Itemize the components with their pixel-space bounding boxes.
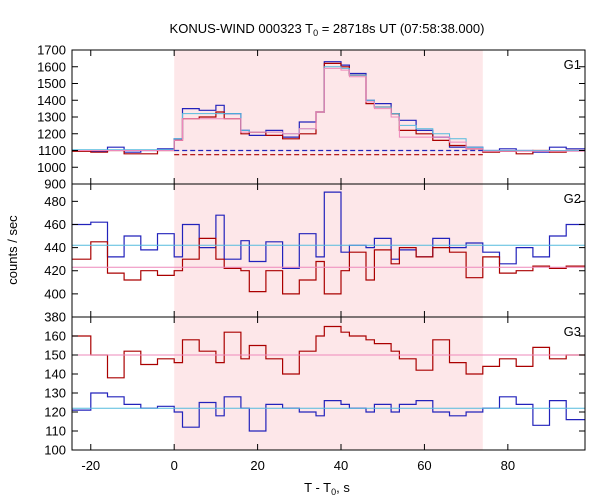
panel-g3-label: G3 — [564, 324, 581, 339]
panel-g3-frame — [71, 316, 586, 451]
x-axis-label: T - T0, s — [304, 480, 350, 497]
panel-g3-y-tick-label: 110 — [45, 424, 66, 439]
panel-g1-series-cyan — [72, 66, 585, 151]
plot-area: 90010001100120013001400150016001700G1380… — [37, 43, 586, 473]
x-tick-label: -20 — [81, 458, 100, 473]
panel-g2-series-red — [72, 237, 585, 295]
panel-g2-y-tick-label: 380 — [44, 310, 66, 325]
panel-g1-y-tick-label: 1100 — [38, 143, 66, 158]
y-axis-label: counts / sec — [5, 215, 20, 285]
panel-g1-y-tick-label: 1200 — [37, 126, 66, 141]
panel-g2-y-tick-label: 440 — [44, 240, 66, 255]
x-tick-label: 80 — [501, 458, 515, 473]
panel-g2-burst-interval-shade — [174, 184, 483, 317]
panel-g1-series-pink — [72, 67, 585, 152]
panel-g3-y-tick-label: 120 — [44, 405, 66, 420]
panel-g3-series-red — [72, 325, 585, 379]
panel-g3-y-tick-label: 150 — [44, 348, 66, 363]
panel-g1-burst-interval-shade — [174, 50, 483, 184]
panel-g1-y-tick-label: 1300 — [37, 110, 66, 125]
panel-g3-y-tick-label: 100 — [44, 443, 66, 458]
panel-g1-label: G1 — [564, 57, 581, 72]
x-tick-label: 0 — [171, 458, 178, 473]
panel-g2-y-tick-label: 400 — [44, 286, 66, 301]
panel-g1-y-tick-label: 1400 — [37, 93, 66, 108]
x-tick-label: 20 — [250, 458, 264, 473]
panel-g3-y-tick-label: 160 — [44, 329, 66, 344]
panel-g2-label: G2 — [564, 191, 581, 206]
panel-g1-y-tick-label: 1000 — [37, 160, 66, 175]
panel-g3-y-tick-label: 130 — [44, 386, 66, 401]
panel-g1-y-tick-label: 1700 — [37, 43, 66, 58]
panel-g2-y-tick-label: 420 — [44, 263, 66, 278]
panel-g2-y-tick-label: 480 — [44, 194, 66, 209]
panel-g1-y-tick-label: 900 — [44, 177, 66, 192]
panel-g3-y-tick-label: 140 — [44, 367, 66, 382]
panel-g2-y-tick-label: 460 — [44, 217, 66, 232]
panel-g3-burst-interval-shade — [174, 317, 483, 450]
x-tick-label: 40 — [334, 458, 348, 473]
x-tick-label: 60 — [417, 458, 431, 473]
chart-title: KONUS-WIND 000323 T0 = 28718s UT (07:58:… — [170, 21, 485, 38]
panel-g2-series-blue — [72, 191, 585, 269]
panel-g1-y-tick-label: 1500 — [37, 76, 66, 91]
panel-g1-y-tick-label: 1600 — [37, 59, 66, 74]
